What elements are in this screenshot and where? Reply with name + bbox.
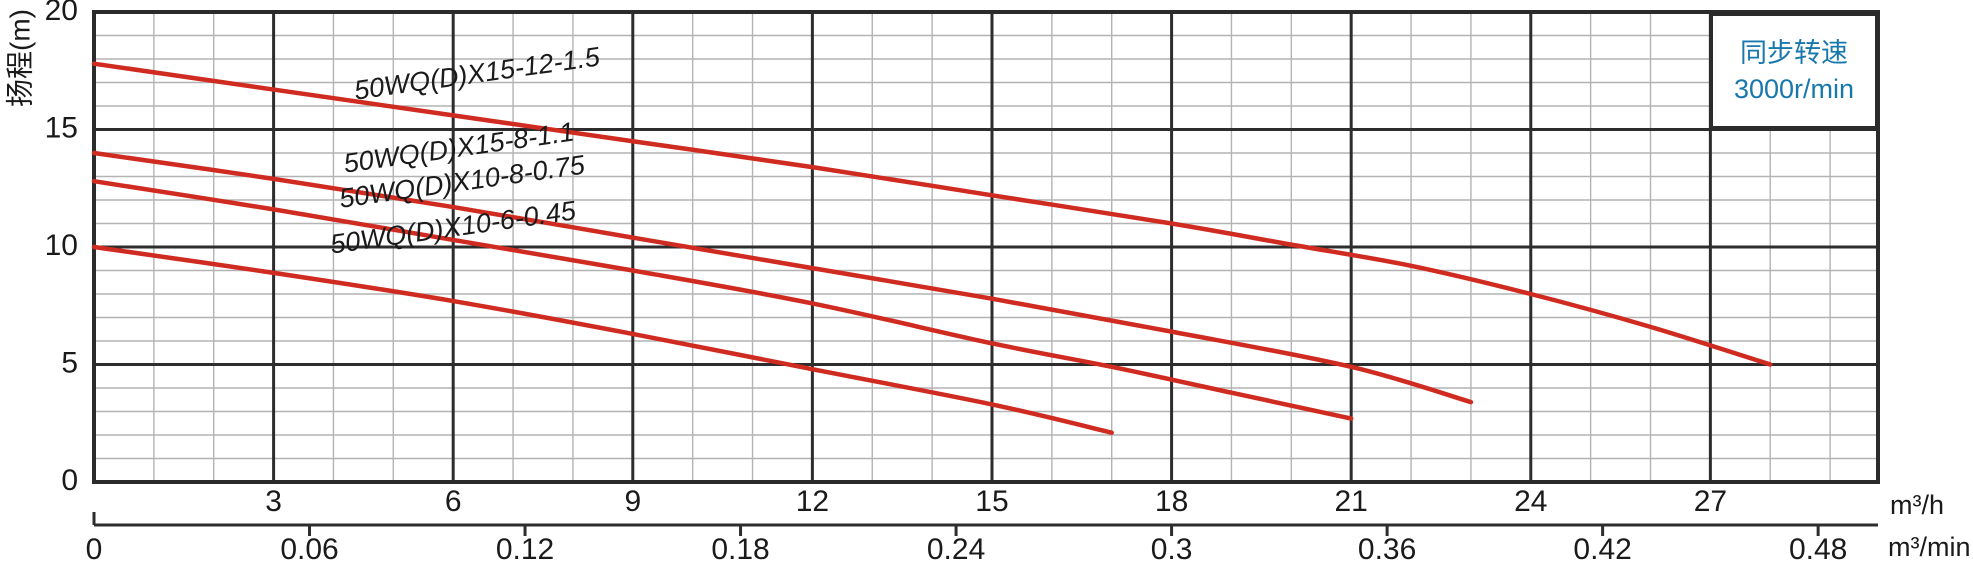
- secondary-axis-tick-label: 0.06: [280, 533, 338, 566]
- x-axis-tick-label: 12: [796, 485, 829, 518]
- y-axis-tick-label: 0: [61, 464, 78, 497]
- y-axis-tick-label: 5: [61, 346, 78, 379]
- curve-label-1: 50WQ(D)X15-12-1.5: [352, 41, 602, 105]
- x-axis-unit-primary: m³/h: [1890, 490, 1944, 520]
- x-axis-tick-label: 9: [624, 485, 641, 518]
- pump-curve-3: [91, 178, 1354, 421]
- x-axis-tick-label: 24: [1514, 485, 1547, 518]
- synchronous-speed-value: 3000r/min: [1733, 74, 1855, 104]
- secondary-axis-tick-label: 0.48: [1789, 533, 1847, 566]
- pump-curve-4: [91, 244, 1114, 435]
- x-axis-tick-label: 18: [1155, 485, 1188, 518]
- x-axis-tick-label: 21: [1334, 485, 1367, 518]
- x-axis-tick-label: 15: [975, 485, 1008, 518]
- secondary-axis-tick-label: 0.24: [927, 533, 985, 566]
- secondary-axis-tick-label: 0.12: [496, 533, 554, 566]
- secondary-axis-tick-label: 0.3: [1151, 533, 1193, 566]
- secondary-axis: [92, 512, 1878, 536]
- secondary-axis-tick-label: 0.42: [1573, 533, 1631, 566]
- pump-curves: [91, 61, 1773, 435]
- x-axis-unit-secondary: m³/min: [1888, 532, 1971, 562]
- secondary-axis-tick-label: 0.36: [1358, 533, 1416, 566]
- pump-curve-2: [91, 150, 1474, 405]
- x-axis-tick-label: 6: [445, 485, 462, 518]
- pump-curve-1: [91, 61, 1773, 367]
- x-axis-tick-label: 3: [265, 485, 282, 518]
- y-axis-title: 扬程(m): [4, 9, 35, 107]
- y-axis-tick-label: 10: [45, 229, 78, 262]
- x-axis-tick-label: 27: [1694, 485, 1727, 518]
- y-axis-tick-label: 15: [45, 111, 78, 144]
- secondary-axis-tick-label: 0: [86, 533, 103, 566]
- synchronous-speed-label: 同步转速: [1740, 37, 1848, 68]
- synchronous-speed-box: 同步转速 3000r/min: [1709, 12, 1879, 130]
- y-axis-tick-label: 20: [45, 0, 78, 27]
- secondary-axis-tick-label: 0.18: [711, 533, 769, 566]
